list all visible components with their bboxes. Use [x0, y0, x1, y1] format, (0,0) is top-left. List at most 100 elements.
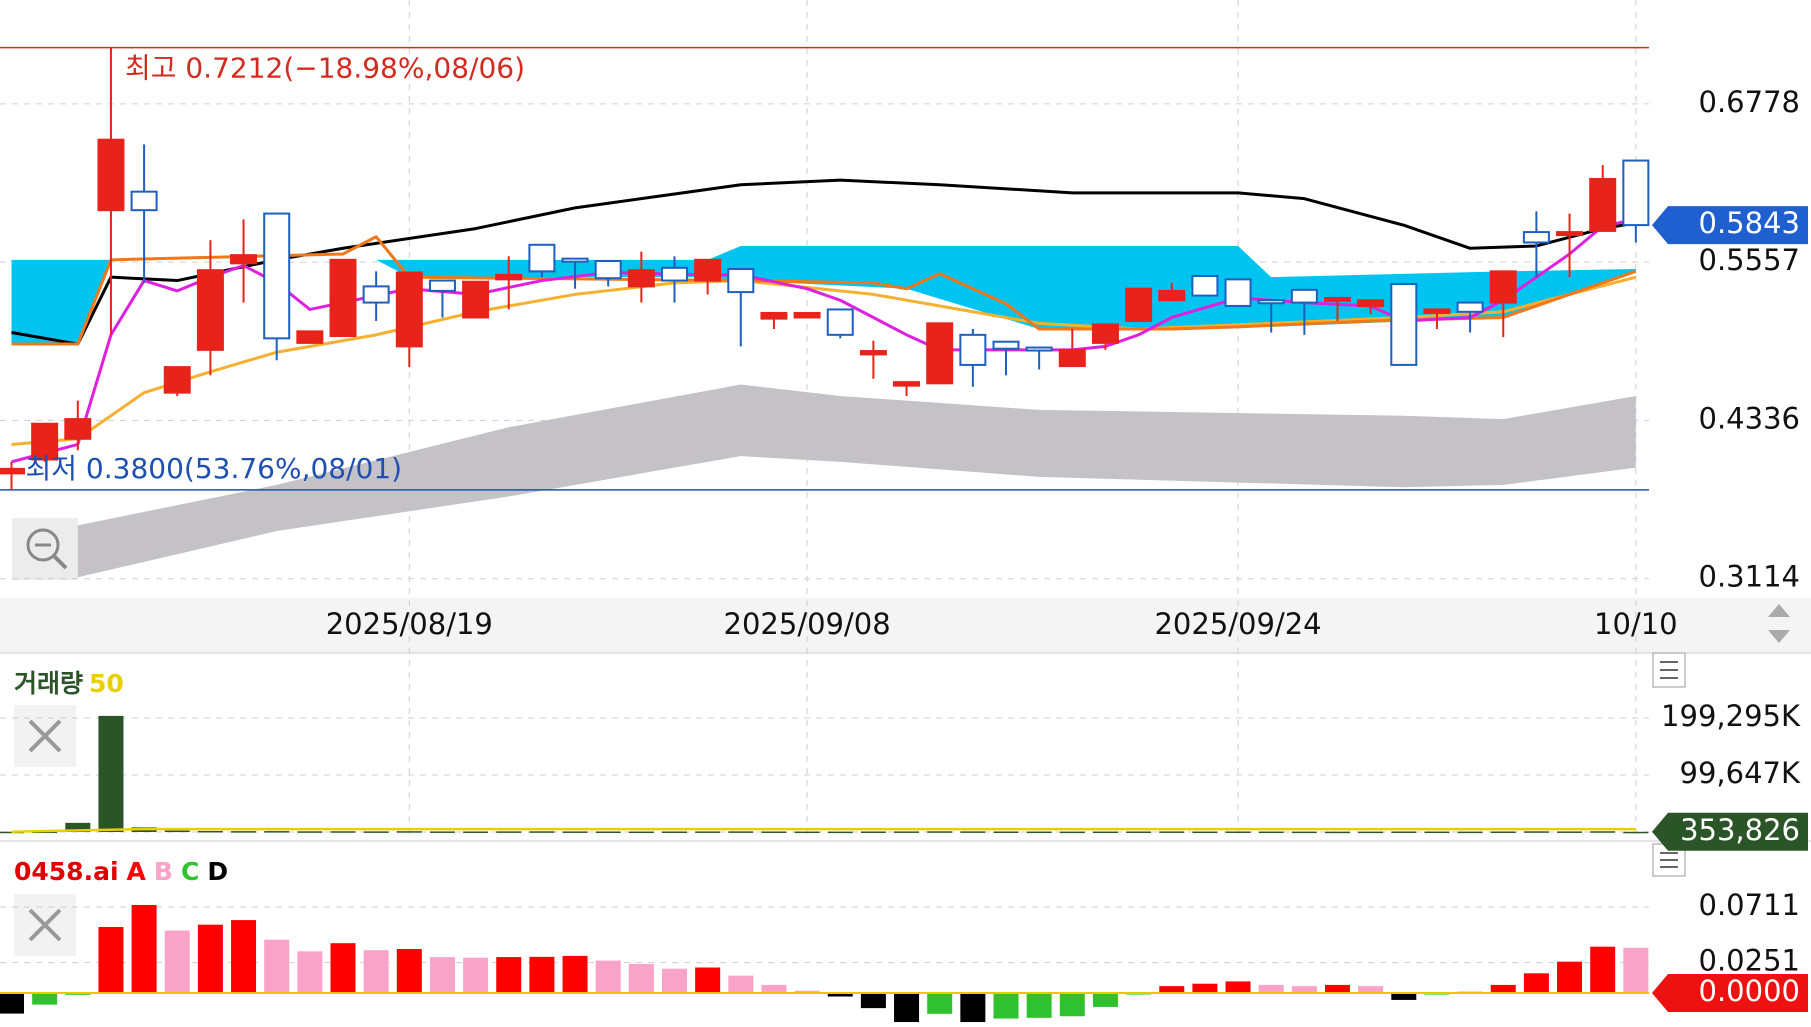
candle-body: [1589, 177, 1617, 232]
candle-body: [561, 257, 589, 263]
scroll-icon[interactable]: [1768, 604, 1790, 643]
candle-body: [893, 381, 921, 387]
volume-bar: [1026, 831, 1052, 834]
candle-body: [31, 422, 59, 461]
y-tick-label: 0.5557: [1699, 243, 1800, 277]
candle-body: [1489, 270, 1517, 304]
last-value-label: 353,826: [1680, 813, 1800, 847]
last-value-tag: [1652, 812, 1808, 851]
volume-bar: [1590, 831, 1616, 833]
signal-bar: [131, 904, 157, 994]
volume-bar: [960, 831, 986, 833]
signal-bar: [1092, 993, 1118, 1007]
zoom-button[interactable]: [12, 518, 78, 580]
high-annotation: 최고 0.7212(−18.98%,08/06): [125, 52, 525, 85]
panel-title: 거래량 50: [14, 669, 124, 698]
candle-body: [694, 258, 722, 282]
last-value-tag: [1652, 974, 1808, 1013]
signal-bar: [960, 993, 986, 1023]
signal-bar: [330, 943, 356, 994]
volume-bar: [1457, 831, 1483, 834]
zoom-icon[interactable]: [26, 528, 60, 562]
candle-body: [130, 190, 158, 212]
candle-body: [1324, 296, 1351, 302]
signal-bar: [1523, 973, 1549, 994]
menu-volume[interactable]: [1652, 652, 1686, 688]
signal-bar: [595, 960, 621, 994]
candle-body: [528, 243, 556, 273]
signal-bar: [1225, 981, 1251, 994]
zoom-bg[interactable]: [12, 518, 78, 580]
candle-body: [1257, 299, 1285, 305]
candle-body: [1224, 278, 1252, 307]
x-tick-label: 10/10: [1594, 607, 1678, 641]
candle-body: [196, 269, 224, 351]
signal-bar: [98, 926, 124, 994]
scroll-arrows[interactable]: [1768, 604, 1790, 643]
menu-icon[interactable]: [1660, 852, 1678, 868]
signal-bar: [363, 950, 389, 994]
volume-bar: [927, 831, 953, 833]
signal-bar: [827, 993, 853, 997]
volume-ma: [11, 827, 1636, 833]
signal-bar: [1192, 983, 1218, 994]
volume-bar: [728, 831, 754, 833]
signal-bar: [695, 967, 721, 994]
volume-bar: [1092, 831, 1118, 834]
candle-body: [826, 308, 854, 336]
volume-bar: [761, 831, 787, 833]
zoom-icon[interactable]: [52, 554, 68, 570]
volume-bar: [827, 831, 853, 834]
signal-bar: [496, 957, 522, 994]
panel-title: 0458.ai A B C D: [14, 857, 228, 886]
signal-bar: [860, 993, 886, 1009]
candle-body: [1125, 287, 1153, 322]
signal-bar: [1557, 961, 1583, 994]
candle-body: [859, 350, 887, 356]
volume-bar: [429, 831, 455, 833]
signal-bar: [1358, 986, 1384, 994]
menu-icon[interactable]: [1660, 661, 1678, 679]
panel-title-name: 0458.ai: [14, 857, 119, 886]
volume-bar: [1291, 831, 1317, 834]
signal-bar: [993, 993, 1019, 1019]
close-indicator[interactable]: [14, 894, 76, 956]
volume-bar: [628, 831, 654, 834]
volume-bar: [1159, 831, 1185, 833]
candle-body: [1390, 283, 1418, 366]
candle-body: [760, 311, 788, 320]
signal-bar: [1291, 986, 1317, 994]
candle-body: [926, 322, 954, 385]
candle-body: [1456, 301, 1484, 313]
candle-body: [1158, 289, 1186, 302]
signal-bar: [297, 951, 323, 994]
volume-bar: [65, 822, 91, 832]
volume-bar: [1325, 831, 1350, 834]
volume-bar: [1623, 831, 1649, 834]
x-tick-label: 2025/08/19: [326, 607, 493, 641]
candle-body: [428, 279, 456, 292]
candle-body: [263, 212, 291, 340]
panel-title-name: 거래량: [14, 669, 83, 698]
y-tick-label: 0.3114: [1699, 560, 1800, 594]
volume-bar: [794, 831, 820, 834]
signal-bar: [264, 939, 290, 994]
candle-body: [627, 269, 655, 288]
volume-bar: [1424, 831, 1450, 834]
y-tick-label: 0.4336: [1699, 401, 1800, 435]
candle-body: [163, 366, 191, 394]
volume-bar: [529, 831, 555, 833]
volume-bar: [860, 831, 886, 833]
y-tick-label: 99,647K: [1680, 756, 1801, 790]
close-volume[interactable]: [14, 705, 76, 767]
low-annotation: 최저 0.3800(53.76%,08/01): [26, 452, 403, 485]
signal-bar: [1623, 947, 1649, 994]
close-icon[interactable]: [28, 719, 62, 753]
signal-bar: [1026, 993, 1052, 1018]
candle-body: [1058, 348, 1086, 368]
volume-bar: [662, 831, 687, 833]
cloud: [11, 245, 1636, 345]
candle-body: [1191, 275, 1219, 297]
candle-body: [1622, 159, 1650, 227]
close-icon[interactable]: [28, 908, 62, 942]
